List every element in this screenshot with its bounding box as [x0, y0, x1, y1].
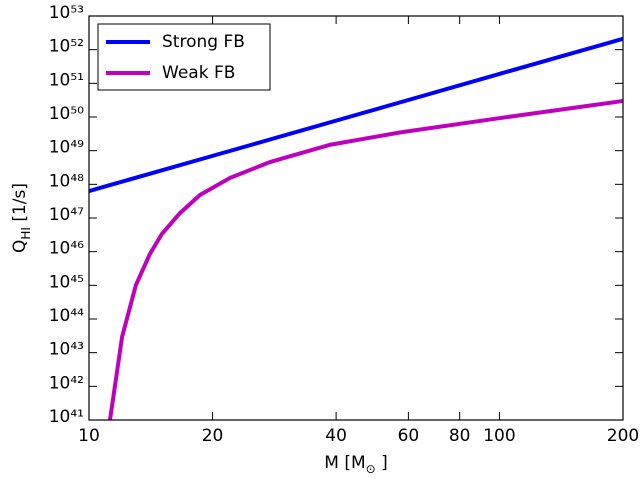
y-tick-label: 10⁵⁰: [49, 104, 84, 124]
y-tick-label: 10⁴⁶: [49, 239, 84, 259]
x-label-main: M [M: [324, 453, 365, 473]
x-tick-label: 100: [483, 426, 515, 446]
y-tick-label: 10⁴⁷: [49, 205, 84, 225]
y-axis-label: QHI [1/s]: [10, 183, 33, 253]
y-label-rest: [1/s]: [10, 183, 30, 227]
y-tick-label: 10⁴¹: [49, 407, 84, 427]
plot-frame: [88, 15, 624, 421]
y-tick-label: 10⁵³: [49, 3, 84, 23]
y-tick-label: 10⁴⁴: [49, 306, 84, 326]
y-label-sub: HI: [19, 227, 33, 240]
x-label-sub: ⊙: [366, 462, 376, 476]
legend-label: Weak FB: [162, 63, 235, 83]
y-tick-label: 10⁴⁵: [49, 272, 84, 292]
y-tick-label: 10⁵²: [49, 37, 84, 57]
x-tick-label: 80: [449, 426, 471, 446]
legend-label: Strong FB: [162, 32, 245, 52]
x-axis-label: M [M⊙ ]: [324, 453, 387, 476]
x-tick-label: 60: [398, 426, 420, 446]
x-tick-label: 40: [325, 426, 347, 446]
y-tick-label: 10⁴³: [49, 340, 84, 360]
y-label-main: Q: [10, 240, 30, 253]
y-tick-label: 10⁵¹: [49, 70, 84, 90]
y-tick-label: 10⁴²: [49, 373, 84, 393]
x-label-rest: ]: [376, 453, 388, 473]
series-line: [89, 36, 623, 194]
y-tick-label: 10⁴⁸: [49, 171, 84, 191]
x-tick-label: 20: [202, 426, 224, 446]
x-tick-label: 10: [78, 426, 100, 446]
series-line: [108, 98, 623, 420]
y-tick-label: 10⁴⁹: [49, 138, 84, 158]
x-tick-label: 200: [607, 426, 639, 446]
legend-box: [97, 23, 271, 91]
